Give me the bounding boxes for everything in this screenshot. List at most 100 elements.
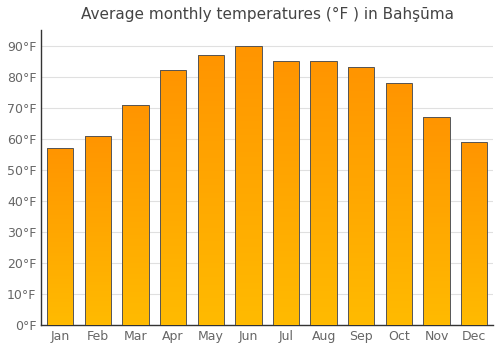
Bar	[198, 309, 224, 312]
Bar	[348, 132, 374, 134]
Bar	[461, 257, 487, 259]
Bar	[461, 142, 487, 325]
Bar	[122, 312, 148, 314]
Bar	[160, 76, 186, 78]
Bar	[273, 161, 299, 164]
Bar	[122, 125, 148, 127]
Bar	[235, 308, 262, 311]
Bar	[461, 195, 487, 197]
Bar	[348, 287, 374, 289]
Bar	[386, 189, 412, 192]
Bar	[198, 90, 224, 93]
Bar	[310, 259, 337, 262]
Bar	[122, 133, 148, 135]
Bar	[235, 74, 262, 76]
Bar	[273, 74, 299, 77]
Bar	[461, 268, 487, 270]
Bar	[47, 258, 74, 260]
Bar	[198, 241, 224, 244]
Bar	[122, 171, 148, 173]
Bar	[160, 170, 186, 172]
Bar	[47, 261, 74, 263]
Bar	[47, 238, 74, 240]
Bar	[273, 117, 299, 119]
Bar	[122, 151, 148, 153]
Bar	[461, 171, 487, 173]
Bar	[235, 174, 262, 177]
Bar	[461, 323, 487, 325]
Bar	[273, 206, 299, 209]
Bar	[198, 182, 224, 185]
Bar	[84, 308, 111, 310]
Bar	[461, 204, 487, 206]
Bar	[386, 214, 412, 216]
Bar	[273, 236, 299, 238]
Bar	[424, 300, 450, 302]
Bar	[348, 310, 374, 312]
Bar	[386, 238, 412, 240]
Bar	[273, 238, 299, 241]
Bar	[235, 205, 262, 208]
Bar	[273, 93, 299, 96]
Bar	[424, 213, 450, 215]
Bar	[348, 121, 374, 124]
Bar	[424, 217, 450, 219]
Bar	[386, 282, 412, 284]
Bar	[160, 307, 186, 310]
Bar	[348, 83, 374, 85]
Bar	[160, 233, 186, 236]
Bar	[84, 278, 111, 280]
Bar	[235, 57, 262, 60]
Bar	[348, 101, 374, 104]
Bar	[198, 163, 224, 166]
Bar	[84, 261, 111, 262]
Bar	[386, 163, 412, 165]
Bar	[348, 163, 374, 165]
Bar	[348, 297, 374, 299]
Bar	[84, 284, 111, 285]
Bar	[84, 177, 111, 179]
Bar	[47, 212, 74, 214]
Bar	[198, 63, 224, 66]
Bar	[386, 146, 412, 148]
Bar	[122, 197, 148, 199]
Bar	[160, 203, 186, 205]
Bar	[235, 297, 262, 300]
Bar	[47, 183, 74, 185]
Bar	[198, 279, 224, 282]
Bar	[386, 294, 412, 296]
Bar	[84, 314, 111, 316]
Bar	[235, 320, 262, 322]
Bar	[424, 302, 450, 304]
Bar	[348, 129, 374, 132]
Bar	[122, 241, 148, 244]
Bar	[348, 108, 374, 111]
Bar	[84, 240, 111, 242]
Bar	[310, 143, 337, 146]
Bar	[122, 208, 148, 210]
Bar	[235, 292, 262, 294]
Bar	[310, 125, 337, 127]
Bar	[273, 167, 299, 169]
Bar	[84, 323, 111, 325]
Bar	[310, 148, 337, 151]
Bar	[84, 268, 111, 270]
Bar	[348, 243, 374, 245]
Bar	[273, 294, 299, 296]
Bar	[235, 46, 262, 48]
Bar	[160, 323, 186, 325]
Bar	[310, 85, 337, 88]
Bar	[273, 77, 299, 79]
Bar	[235, 236, 262, 238]
Bar	[84, 143, 111, 145]
Bar	[47, 309, 74, 311]
Bar	[386, 129, 412, 131]
Bar	[348, 299, 374, 302]
Bar	[461, 279, 487, 281]
Bar	[235, 82, 262, 85]
Bar	[47, 196, 74, 198]
Bar	[160, 287, 186, 289]
Bar	[160, 226, 186, 229]
Bar	[424, 171, 450, 173]
Bar	[47, 242, 74, 244]
